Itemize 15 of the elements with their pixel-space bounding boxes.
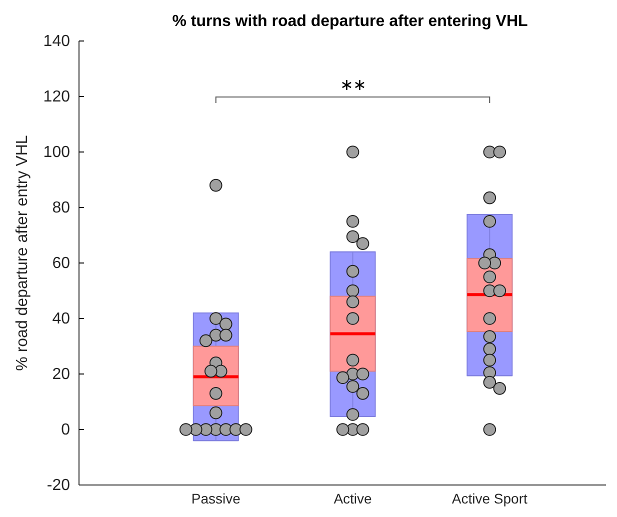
- y-tick-label: 20: [52, 366, 70, 384]
- y-tick-label: 120: [43, 88, 70, 106]
- x-tick-label: Active: [334, 490, 372, 506]
- y-tick-label: 100: [43, 144, 70, 162]
- chart-title: % turns with road departure after entering VHL: [172, 13, 528, 30]
- y-tick-label: 0: [61, 422, 70, 439]
- y-tick-label: -20: [46, 477, 70, 494]
- y-tick-label: 60: [52, 255, 70, 272]
- y-tick-label: 40: [52, 310, 70, 328]
- x-tick-label: Passive: [191, 490, 241, 506]
- y-tick-label: 80: [52, 200, 70, 217]
- y-tick-label: 140: [43, 33, 70, 50]
- x-tick-label: Active Sport: [452, 490, 528, 506]
- annotation: ∗∗: [340, 77, 366, 94]
- y-axis-title: % road departure after entry VHL: [14, 135, 31, 371]
